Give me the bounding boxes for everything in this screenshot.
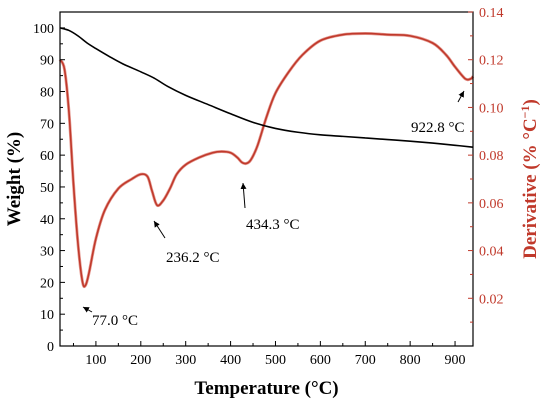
y-left-tick-label: 0 [47, 340, 54, 355]
x-axis-title: Temperature (°C) [194, 378, 338, 399]
y-left-tick-label: 60 [40, 149, 54, 164]
x-tick-label: 200 [130, 353, 151, 368]
y-left-tick-label: 10 [40, 308, 54, 323]
y-right-tick-label: 0.06 [479, 197, 504, 212]
x-tick-label: 500 [265, 353, 286, 368]
peak-annotation-label: 77.0 °C [92, 313, 138, 329]
x-tick-label: 800 [400, 353, 421, 368]
y-left-tick-label: 40 [40, 213, 54, 228]
x-tick-label: 300 [175, 353, 196, 368]
x-tick-label: 900 [445, 353, 466, 368]
peak-annotations: 77.0 °C 236.2 °C 434.3 °C 922.8 °C [82, 90, 465, 329]
y-right-tick-label: 0.12 [479, 54, 504, 69]
y-left-tick-label: 80 [40, 86, 54, 101]
y-left-tick-label: 70 [40, 117, 54, 132]
y-right-tick-label: 0.02 [479, 292, 504, 307]
x-tick-label: 600 [310, 353, 331, 368]
plot-frame [59, 11, 474, 347]
axis-ticks: 100 200 300 400 500 600 700 800 900 0 10 20 30 40 50 60… [33, 6, 504, 368]
y-axis-right-title-main: Derivative (% °C [520, 118, 541, 259]
y-right-tick-label: 0.10 [479, 101, 504, 116]
y-right-tick-label: 0.14 [479, 6, 504, 21]
y-left-tick-label: 50 [40, 181, 54, 196]
y-left-tick-label: 20 [40, 276, 54, 291]
y-axis-left-title: Weight (%) [4, 132, 25, 226]
x-tick-label: 700 [355, 353, 376, 368]
y-left-tick-label: 90 [40, 54, 54, 69]
derivative-curve [59, 32, 474, 288]
peak-annotation-arrow [457, 90, 465, 103]
y-axis-right-title: Derivative (% °C−1) [518, 99, 541, 259]
y-left-tick-label: 100 [33, 22, 54, 37]
x-tick-label: 100 [85, 353, 106, 368]
y-axis-right-title-end: ) [520, 99, 541, 105]
peak-annotation-arrow [153, 220, 166, 239]
peak-annotation-arrow [82, 306, 93, 313]
derivative-noise-line [58, 31, 475, 289]
x-tick-label: 400 [220, 353, 241, 368]
y-left-tick-label: 30 [40, 245, 54, 260]
y-axis-right-title-sup: −1 [518, 105, 532, 118]
y-right-tick-label: 0.04 [479, 245, 504, 260]
peak-annotation-arrow [240, 182, 247, 209]
y-right-tick-label: 0.08 [479, 149, 504, 164]
weight-curve [59, 27, 474, 148]
peak-annotation-label: 434.3 °C [246, 217, 300, 233]
peak-annotation-label: 236.2 °C [166, 250, 220, 266]
peak-annotation-label: 922.8 °C [411, 120, 465, 136]
